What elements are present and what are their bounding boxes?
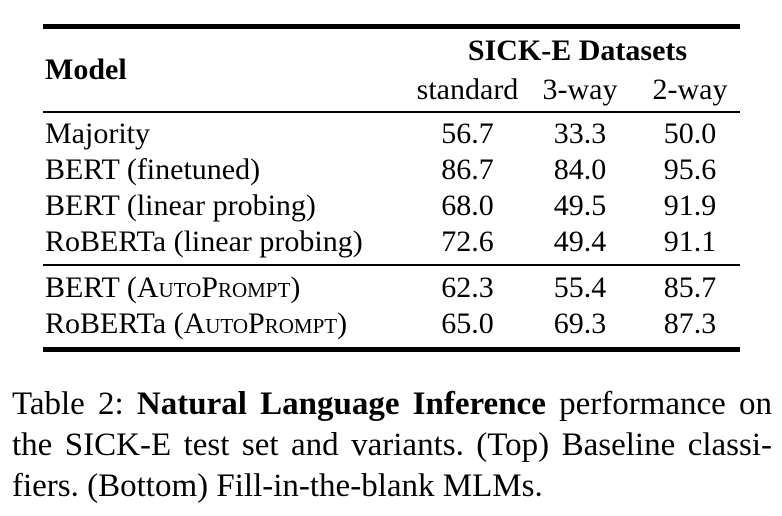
- value-cell: 69.3: [553, 307, 607, 340]
- caption-table-number: Table 2:: [12, 386, 137, 422]
- value-cell: 84.0: [553, 153, 607, 186]
- value-cell: 86.7: [441, 153, 494, 186]
- model-name-suffix: ): [337, 307, 348, 340]
- value-cell: 87.3: [663, 307, 717, 340]
- fill-in-the-blank-mlm-section: BERT (AutoPrompt) 62.3 55.4 85.7 RoBERTa…: [43, 266, 740, 347]
- model-cell: BERT (AutoPrompt): [43, 270, 415, 306]
- value-cell: 91.1: [663, 225, 717, 258]
- baseline-classifiers-section: Majority 56.7 33.3 50.0 BERT (finetuned)…: [43, 113, 740, 266]
- column-header-3-way: 3-way: [542, 73, 618, 106]
- model-cell: RoBERTa (AutoPrompt): [43, 306, 415, 342]
- value-cell: 49.5: [553, 189, 607, 222]
- value-cell: 49.4: [553, 225, 607, 258]
- value-cell: 85.7: [663, 271, 717, 304]
- model-name: RoBERTa (: [45, 307, 184, 340]
- table-caption: Table 2: Natural Language Inference perf…: [12, 384, 772, 507]
- column-group-header-sick-e-datasets: SICK-E Datasets: [467, 34, 688, 67]
- caption-line-2: the SICK-E test set and variants. (Top) …: [12, 427, 772, 463]
- model-cell: BERT (finetuned): [45, 153, 261, 186]
- model-cell: Majority: [45, 117, 150, 150]
- column-header-2-way: 2-way: [652, 73, 728, 106]
- value-cell: 50.0: [663, 117, 717, 150]
- value-cell: 95.6: [663, 153, 717, 186]
- results-table: Model SICK-E Datasets standard 3-way 2-w…: [43, 24, 740, 352]
- value-cell: 33.3: [553, 117, 607, 150]
- caption-line-1-rest: performance on: [545, 386, 773, 422]
- value-cell: 56.7: [441, 117, 494, 150]
- autoprompt-smallcaps: AutoPrompt: [183, 307, 338, 340]
- value-cell: 55.4: [553, 271, 607, 304]
- column-header-model: Model: [45, 53, 127, 86]
- caption-line-3: fiers. (Bottom) Fill-in-the-blank MLMs.: [12, 468, 543, 504]
- model-cell: BERT (linear probing): [45, 189, 316, 222]
- caption-line-1: Table 2: Natural Language Inference perf…: [12, 384, 772, 425]
- model-name: BERT (: [45, 271, 137, 304]
- value-cell: 62.3: [441, 271, 494, 304]
- caption-bold-title: Natural Language Inference: [136, 386, 546, 422]
- column-header-standard: standard: [416, 73, 519, 106]
- table-header: Model SICK-E Datasets standard 3-way 2-w…: [43, 29, 740, 113]
- value-cell: 72.6: [441, 225, 494, 258]
- autoprompt-smallcaps: AutoPrompt: [136, 271, 291, 304]
- value-cell: 68.0: [441, 189, 494, 222]
- value-cell: 65.0: [441, 307, 494, 340]
- value-cell: 91.9: [663, 189, 717, 222]
- model-name-suffix: ): [290, 271, 301, 304]
- model-cell: RoBERTa (linear probing): [45, 225, 363, 258]
